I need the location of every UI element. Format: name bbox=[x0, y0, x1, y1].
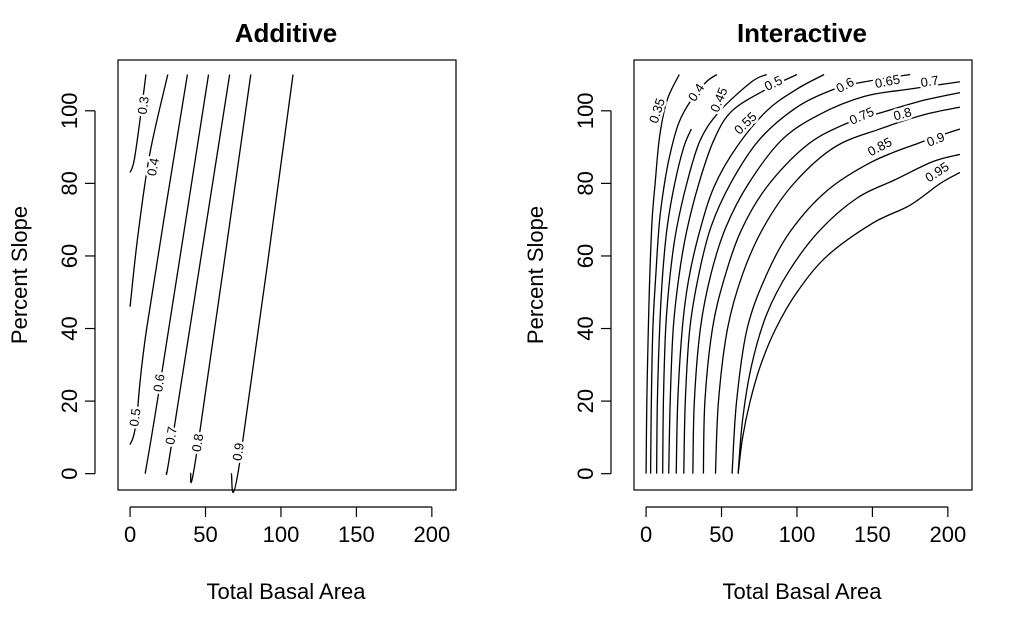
interactive-y-axis-label: Percent Slope bbox=[523, 206, 548, 344]
x-tick-label: 50 bbox=[709, 522, 733, 547]
additive-ticks: 0 50 100 150 200 0 20 40 60 80 100 bbox=[57, 92, 450, 547]
additive-title: Additive bbox=[235, 18, 338, 48]
contour-label-0.95: 0.95 bbox=[922, 159, 951, 185]
contour-line-0.9 bbox=[737, 153, 961, 474]
contour-line-0.45 bbox=[655, 128, 692, 474]
contour-line-0.4 bbox=[649, 73, 718, 474]
contour-line-0.8 bbox=[189, 74, 252, 484]
interactive-plot-frame bbox=[633, 59, 973, 491]
contour-label-0.8: 0.8 bbox=[892, 104, 913, 123]
contour-label-0.6: 0.6 bbox=[150, 373, 168, 393]
interactive-title: Interactive bbox=[737, 18, 867, 48]
contour-label-0.75: 0.75 bbox=[847, 104, 876, 128]
y-tick-label: 0 bbox=[573, 468, 598, 480]
x-tick-label: 150 bbox=[854, 522, 891, 547]
contour-line-0.55 bbox=[668, 73, 798, 474]
additive-contour-labels: 0.3 0.4 0.5 0.6 0.7 0.8 0.9 bbox=[124, 93, 250, 464]
interactive-contours bbox=[645, 73, 961, 474]
y-tick-label: 80 bbox=[57, 171, 82, 195]
x-tick-label: 200 bbox=[413, 522, 450, 547]
x-tick-label: 200 bbox=[929, 522, 966, 547]
contour-line-0.6 bbox=[675, 73, 825, 474]
contour-label-0.9: 0.9 bbox=[924, 129, 946, 150]
contour-label-0.35: 0.35 bbox=[646, 96, 668, 125]
y-tick-label: 20 bbox=[573, 389, 598, 413]
additive-panel: Additive Total Basal Area Percent Slope … bbox=[7, 18, 457, 604]
contour-label-0.9: 0.9 bbox=[229, 442, 247, 462]
additive-contours bbox=[129, 74, 294, 493]
y-tick-label: 60 bbox=[573, 244, 598, 268]
contour-line-0.85 bbox=[731, 128, 961, 474]
y-tick-label: 20 bbox=[57, 389, 82, 413]
contour-line-0.4 bbox=[129, 74, 169, 307]
y-tick-label: 0 bbox=[57, 468, 82, 480]
contour-line-0.5 bbox=[662, 73, 768, 474]
y-tick-label: 60 bbox=[57, 244, 82, 268]
x-tick-label: 100 bbox=[263, 522, 300, 547]
contour-label-0.85: 0.85 bbox=[865, 134, 894, 159]
contour-line-0.65 bbox=[683, 73, 911, 474]
contour-line-0.6 bbox=[144, 74, 210, 474]
contour-label-0.55: 0.55 bbox=[731, 109, 760, 137]
x-tick-label: 0 bbox=[124, 522, 136, 547]
contour-label-0.3: 0.3 bbox=[135, 95, 152, 115]
y-tick-label: 40 bbox=[57, 316, 82, 340]
contour-label-0.7: 0.7 bbox=[162, 425, 180, 445]
y-tick-label: 80 bbox=[573, 171, 598, 195]
x-tick-label: 0 bbox=[640, 522, 652, 547]
interactive-ticks: 0 50 100 150 200 0 20 40 60 80 100 bbox=[573, 92, 966, 547]
additive-x-axis-label: Total Basal Area bbox=[207, 579, 367, 604]
contour-line-0.9 bbox=[230, 74, 294, 493]
contour-label-0.4: 0.4 bbox=[144, 157, 162, 178]
contour-label-0.7: 0.7 bbox=[920, 73, 940, 91]
contour-line-0.75 bbox=[702, 92, 961, 474]
contour-label-0.5: 0.5 bbox=[126, 407, 143, 427]
contour-label-0.8: 0.8 bbox=[189, 433, 207, 453]
contour-label-0.6: 0.6 bbox=[834, 74, 857, 96]
x-tick-label: 100 bbox=[779, 522, 816, 547]
y-tick-label: 40 bbox=[573, 316, 598, 340]
interactive-x-axis-label: Total Basal Area bbox=[723, 579, 883, 604]
contour-line-0.95 bbox=[737, 171, 961, 474]
contour-line-0.5 bbox=[129, 74, 189, 445]
additive-plot-frame bbox=[117, 59, 457, 491]
contour-line-0.35 bbox=[645, 74, 680, 474]
contour-label-0.45: 0.45 bbox=[707, 85, 731, 114]
contour-label-0.65: 0.65 bbox=[874, 72, 902, 92]
contour-line-0.8 bbox=[714, 106, 961, 474]
contour-line-0.7 bbox=[692, 81, 961, 474]
y-tick-label: 100 bbox=[57, 92, 82, 129]
interactive-panel: Interactive Total Basal Area Percent Slo… bbox=[523, 18, 973, 604]
y-tick-label: 100 bbox=[573, 92, 598, 129]
x-tick-label: 50 bbox=[193, 522, 217, 547]
x-tick-label: 150 bbox=[338, 522, 375, 547]
contour-line-0.7 bbox=[165, 74, 231, 476]
contour-line-0.3 bbox=[129, 74, 147, 173]
additive-y-axis-label: Percent Slope bbox=[7, 206, 32, 344]
